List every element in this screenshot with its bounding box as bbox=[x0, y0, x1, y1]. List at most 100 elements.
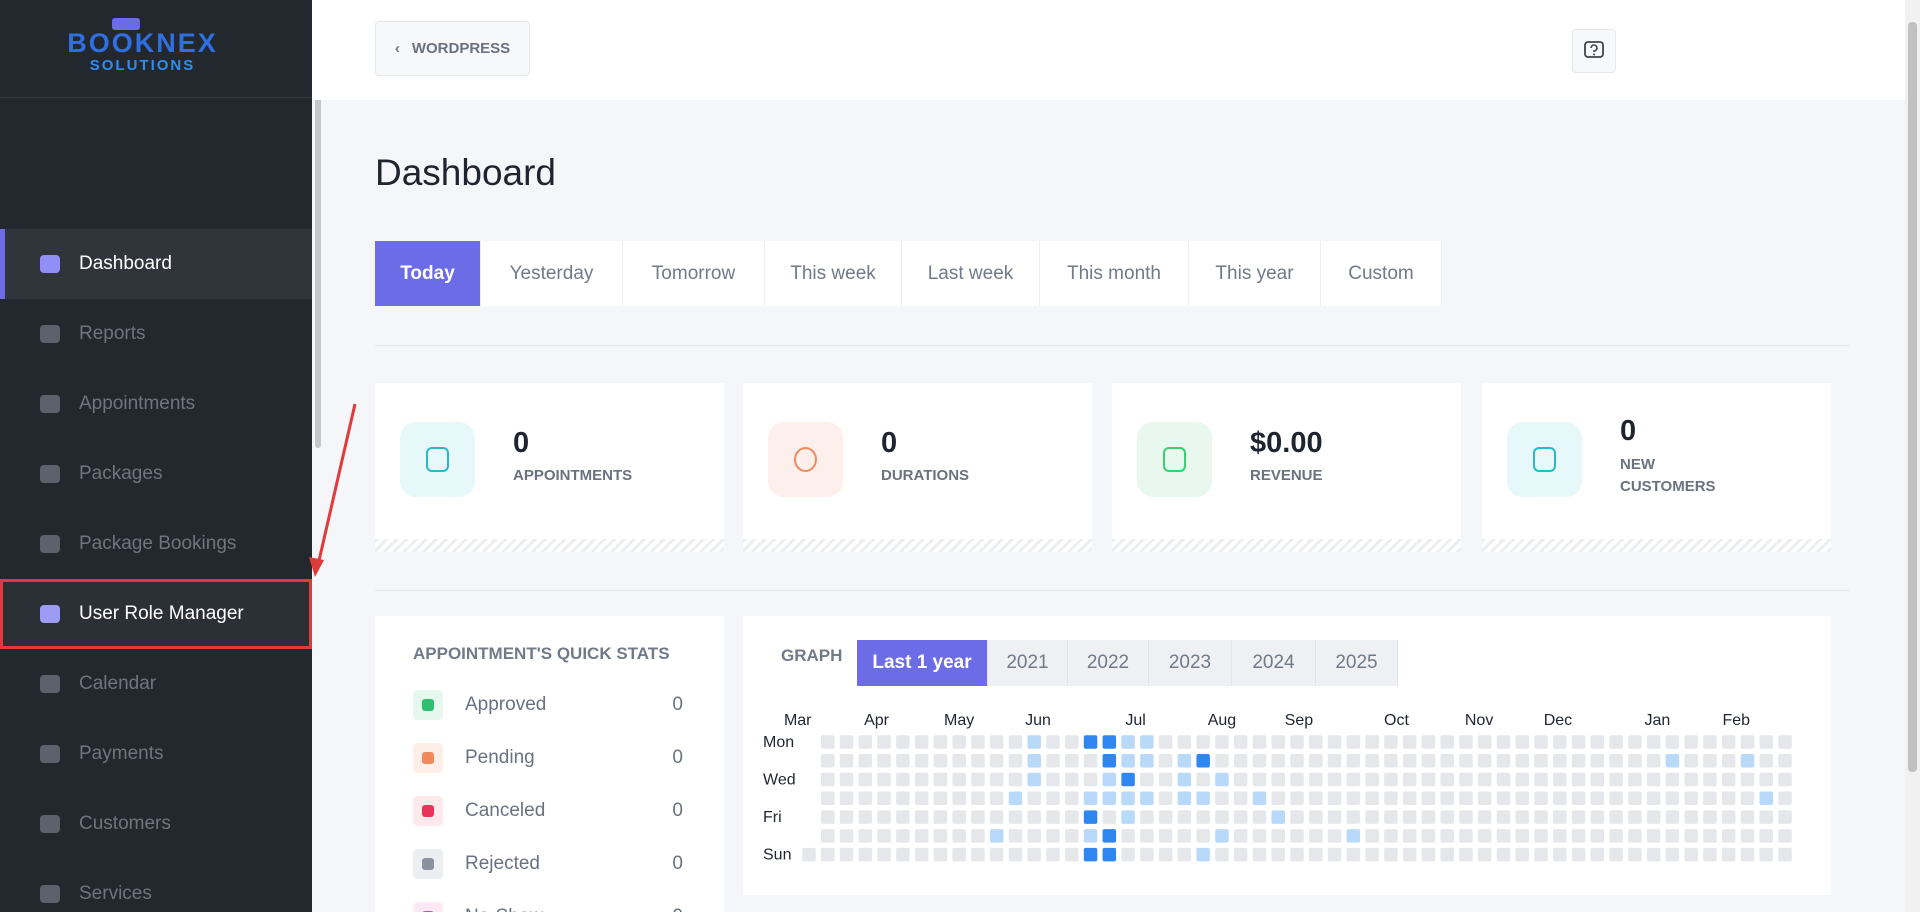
heatmap-cell bbox=[952, 735, 966, 749]
heatmap-cell bbox=[1665, 829, 1680, 843]
menu-item[interactable]: User Role Manager bbox=[0, 579, 312, 649]
heatmap-cell bbox=[1421, 791, 1436, 806]
heatmap-cell bbox=[1628, 810, 1642, 824]
graph-tab[interactable]: 2025 bbox=[1316, 640, 1398, 686]
heatmap-cell bbox=[933, 847, 948, 862]
heatmap-cell bbox=[839, 754, 854, 768]
heatmap-cell bbox=[1665, 754, 1680, 768]
heatmap-cell bbox=[1346, 791, 1361, 806]
heatmap-cell bbox=[989, 810, 1004, 824]
heatmap-cell bbox=[1365, 810, 1379, 824]
heatmap-cell bbox=[1290, 735, 1304, 749]
menu-item[interactable]: Services bbox=[0, 859, 312, 912]
heatmap-cell bbox=[1065, 754, 1079, 768]
menu-item[interactable]: Calendar bbox=[0, 649, 312, 719]
heatmap-cell bbox=[1778, 847, 1792, 862]
menu-item[interactable]: Packages bbox=[0, 439, 312, 509]
heatmap-cell bbox=[1665, 810, 1680, 824]
month-label: Oct bbox=[1384, 712, 1409, 729]
heatmap-cell bbox=[1571, 847, 1586, 862]
day-label: Fri bbox=[763, 809, 782, 826]
date-tab[interactable]: This year bbox=[1189, 241, 1321, 306]
heatmap-cell bbox=[1421, 847, 1436, 862]
date-tab[interactable]: Tomorrow bbox=[623, 241, 765, 306]
date-tab[interactable]: Yesterday bbox=[481, 241, 623, 306]
heatmap-cell bbox=[1778, 754, 1792, 768]
back-button[interactable]: ‹ WORDPRESS bbox=[375, 21, 530, 76]
heatmap-cell bbox=[933, 735, 948, 749]
heatmap-cell bbox=[1459, 754, 1473, 768]
heatmap-cell bbox=[1027, 847, 1041, 862]
graph-tab[interactable]: Last 1 year bbox=[857, 640, 988, 686]
heatmap-cell bbox=[1609, 791, 1623, 806]
heatmap-cell bbox=[1177, 829, 1192, 843]
heatmap-cell bbox=[1027, 810, 1041, 824]
heatmap-cell bbox=[1215, 810, 1229, 824]
heatmap-cell bbox=[1158, 829, 1173, 843]
stat-icon bbox=[768, 422, 843, 497]
help-button[interactable] bbox=[1572, 29, 1616, 73]
graph-tab[interactable]: 2023 bbox=[1149, 640, 1232, 686]
date-tab[interactable]: Today bbox=[375, 241, 481, 306]
heatmap-cell bbox=[1309, 791, 1323, 806]
heatmap-cell bbox=[989, 847, 1004, 862]
heatmap-cell bbox=[1590, 772, 1605, 787]
heatmap-cell bbox=[1046, 754, 1060, 768]
heatmap-cell bbox=[1140, 829, 1154, 843]
menu-item[interactable]: Appointments bbox=[0, 369, 312, 439]
month-label: Mar bbox=[784, 712, 812, 729]
date-tab[interactable]: This week bbox=[765, 241, 902, 306]
heatmap-cell bbox=[858, 735, 873, 749]
arrow-line bbox=[316, 403, 357, 566]
heatmap-cell bbox=[1215, 754, 1229, 768]
menu-label: Package Bookings bbox=[79, 533, 237, 554]
heatmap-cell bbox=[1121, 810, 1135, 824]
heatmap-cell bbox=[1384, 847, 1398, 862]
heatmap-cell bbox=[971, 772, 985, 787]
heatmap-cell bbox=[1571, 735, 1586, 749]
heatmap-cell bbox=[1233, 791, 1248, 806]
menu-item[interactable]: Package Bookings bbox=[0, 509, 312, 579]
heatmap-cell bbox=[1534, 772, 1548, 787]
heatmap-cell bbox=[1158, 791, 1173, 806]
heatmap-cell bbox=[1365, 735, 1379, 749]
menu-item[interactable]: Payments bbox=[0, 719, 312, 789]
heatmap-cell bbox=[1309, 829, 1323, 843]
heatmap-cell bbox=[1158, 754, 1173, 768]
graph-tab[interactable]: 2022 bbox=[1068, 640, 1149, 686]
date-tab[interactable]: This month bbox=[1040, 241, 1189, 306]
heatmap-cell bbox=[1008, 829, 1023, 843]
heatmap-cell bbox=[1384, 829, 1398, 843]
month-label: Jul bbox=[1125, 712, 1145, 729]
divider bbox=[375, 345, 1850, 346]
graph-tab[interactable]: 2021 bbox=[988, 640, 1068, 686]
date-tab[interactable]: Last week bbox=[902, 241, 1040, 306]
menu-item[interactable]: Reports bbox=[0, 299, 312, 369]
heatmap-cell bbox=[858, 847, 873, 862]
menu-icon bbox=[40, 675, 60, 693]
page-scrollbar bbox=[1905, 0, 1920, 912]
menu-item[interactable]: Customers bbox=[0, 789, 312, 859]
heatmap-cell bbox=[1571, 829, 1586, 843]
heatmap-cell bbox=[1496, 829, 1511, 843]
heatmap-cell bbox=[914, 829, 929, 843]
heatmap: Mar Apr May Jun Jul Aug Sep Oct Nov Dec Jan Feb Mon W… bbox=[763, 712, 1792, 864]
heatmap-cell bbox=[914, 735, 929, 749]
heatmap-cell bbox=[1140, 754, 1154, 768]
heatmap-cell bbox=[1065, 829, 1079, 843]
heatmap-cell bbox=[1703, 735, 1717, 749]
heatmap-cell bbox=[1721, 829, 1736, 843]
date-tab[interactable]: Custom bbox=[1321, 241, 1442, 306]
graph-tab[interactable]: 2024 bbox=[1232, 640, 1316, 686]
heatmap-cell bbox=[1008, 791, 1023, 806]
heatmap-cell bbox=[1740, 847, 1755, 862]
heatmap-cell bbox=[1496, 754, 1511, 768]
menu-item[interactable]: Dashboard bbox=[0, 229, 312, 299]
heatmap-cell bbox=[1158, 735, 1173, 749]
heatmap-cell bbox=[1534, 810, 1548, 824]
heatmap-cell bbox=[1515, 735, 1530, 749]
heatmap-cell bbox=[914, 810, 929, 824]
month-label: Dec bbox=[1544, 712, 1572, 729]
menu-icon bbox=[40, 745, 60, 763]
heatmap-cell bbox=[1309, 735, 1323, 749]
